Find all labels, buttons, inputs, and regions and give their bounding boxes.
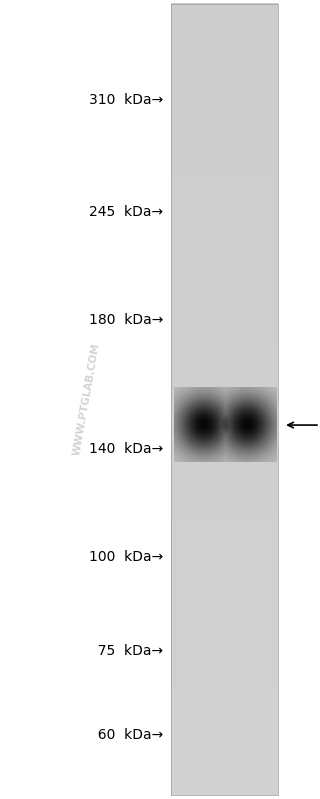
Text: 75  kDa→: 75 kDa→ xyxy=(89,644,163,658)
Bar xyxy=(171,4,278,795)
Text: 180  kDa→: 180 kDa→ xyxy=(89,312,163,327)
Text: 60  kDa→: 60 kDa→ xyxy=(89,728,163,742)
Text: 140  kDa→: 140 kDa→ xyxy=(89,442,163,456)
Text: 310  kDa→: 310 kDa→ xyxy=(89,93,163,107)
Text: 245  kDa→: 245 kDa→ xyxy=(89,205,163,219)
Text: 100  kDa→: 100 kDa→ xyxy=(89,550,163,564)
Text: WWW.PTGLAB.COM: WWW.PTGLAB.COM xyxy=(72,342,101,457)
